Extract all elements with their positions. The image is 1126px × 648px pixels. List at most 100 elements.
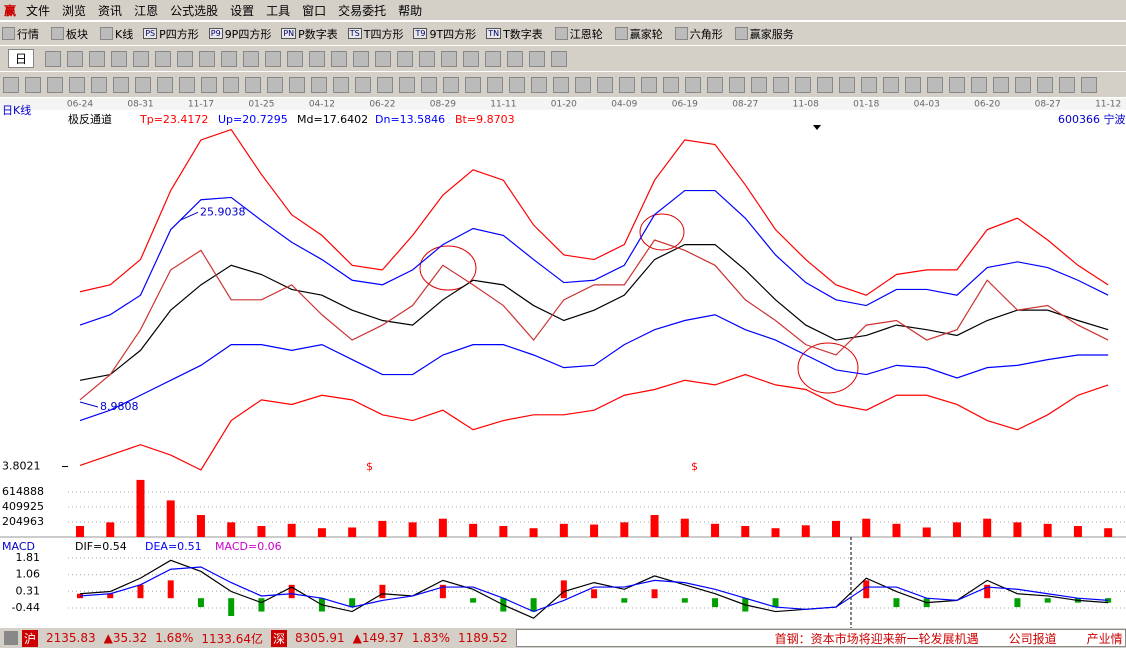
tool-icon[interactable] [507,50,524,67]
menu-item[interactable]: 文件 [26,3,51,18]
tool-icon[interactable] [289,76,305,93]
toolbar-button[interactable]: T9 9T四方形 [413,26,476,42]
menu-item[interactable]: 浏览 [62,3,87,18]
tool-icon[interactable] [619,76,635,93]
menu-item[interactable]: 设置 [230,3,255,18]
tool-icon[interactable] [67,50,84,67]
tool-icon[interactable] [421,76,437,93]
tool-icon[interactable] [465,76,481,93]
tool-icon[interactable] [245,76,261,93]
tool-icon[interactable] [45,50,62,67]
toolbar-button[interactable]: 六角形 [673,26,723,42]
tool-icon[interactable] [25,76,41,93]
tool-icon[interactable] [839,76,855,93]
tool-icon[interactable] [729,76,745,93]
tool-icon[interactable] [443,76,459,93]
tool-icon[interactable] [243,50,260,67]
tool-icon[interactable] [157,76,173,93]
tool-icon[interactable] [419,50,436,67]
menu-item[interactable]: 窗口 [302,3,327,18]
tool-icon[interactable] [355,76,371,93]
tool-icon[interactable] [485,50,502,67]
toolbar-button[interactable]: 赢家服务 [733,26,794,42]
tool-icon[interactable] [509,76,525,93]
tool-icon[interactable] [91,76,107,93]
tool-icon[interactable] [155,50,172,67]
tool-icon[interactable] [861,76,877,93]
tool-icon[interactable] [575,76,591,93]
tool-icon[interactable] [221,50,238,67]
tool-icon[interactable] [375,50,392,67]
toolbar-button[interactable]: 江恩轮 [553,26,603,42]
tool-icon[interactable] [377,76,393,93]
menu-item[interactable]: 交易委托 [338,3,387,18]
toolbar-button[interactable]: P9 9P四方形 [208,26,271,42]
dropdown-arrow[interactable] [813,125,821,130]
tool-icon[interactable] [993,76,1009,93]
tool-icon[interactable] [1015,76,1031,93]
tool-icon[interactable] [201,76,217,93]
tool-icon[interactable] [685,76,701,93]
toolbar-button[interactable]: K线 [98,26,133,42]
tool-icon[interactable] [1037,76,1053,93]
tool-icon[interactable] [971,76,987,93]
menu-item[interactable]: 帮助 [398,3,423,18]
tool-icon[interactable] [69,76,85,93]
tool-icon[interactable] [927,76,943,93]
toolbar-button[interactable]: PN P数字表 [281,26,338,42]
tool-icon[interactable] [463,50,480,67]
tool-icon[interactable] [773,76,789,93]
tool-icon[interactable] [751,76,767,93]
menu-item[interactable]: 工具 [266,3,291,18]
tool-icon[interactable] [795,76,811,93]
tool-icon[interactable] [441,50,458,67]
menu-item[interactable]: 江恩 [134,3,159,18]
tool-icon[interactable] [905,76,921,93]
tool-icon[interactable] [267,76,283,93]
tool-icon[interactable] [1059,76,1075,93]
tool-icon[interactable] [47,76,63,93]
toolbar-button[interactable]: TS T四方形 [347,26,403,42]
tool-icon[interactable] [531,76,547,93]
toolbar-button[interactable]: 行情 [0,26,39,42]
tool-icon[interactable] [551,50,568,67]
app-icon[interactable]: 赢 [4,3,17,18]
tool-icon[interactable] [397,50,414,67]
tool-icon[interactable] [113,76,129,93]
tool-icon[interactable] [135,76,151,93]
period-select[interactable]: 日 [8,49,35,68]
tool-icon[interactable] [111,50,128,67]
tool-icon[interactable] [817,76,833,93]
tool-icon[interactable] [89,50,106,67]
tool-icon[interactable] [949,76,965,93]
tool-icon[interactable] [179,76,195,93]
tool-icon[interactable] [883,76,899,93]
tool-icon[interactable] [309,50,326,67]
menu-item[interactable]: 资讯 [98,3,123,18]
tool-icon[interactable] [133,50,150,67]
menu-item[interactable]: 公式选股 [170,3,219,18]
tool-icon[interactable] [641,76,657,93]
tool-icon[interactable] [331,50,348,67]
tool-icon[interactable] [553,76,569,93]
tool-icon[interactable] [265,50,282,67]
tool-icon[interactable] [399,76,415,93]
tool-icon[interactable] [333,76,349,93]
toolbar-button[interactable]: 赢家轮 [613,26,663,42]
tool-icon[interactable] [707,76,723,93]
tool-icon[interactable] [177,50,194,67]
news-item[interactable]: 公司报道 [1008,631,1057,646]
tool-icon[interactable] [311,76,327,93]
tool-icon[interactable] [663,76,679,93]
toolbar-button[interactable]: PS P四方形 [143,26,199,42]
tool-icon[interactable] [529,50,546,67]
tool-icon[interactable] [287,50,304,67]
toolbar-button[interactable]: 板块 [49,26,88,42]
tool-icon[interactable] [487,76,503,93]
tool-icon[interactable] [199,50,216,67]
tool-icon[interactable] [3,76,19,93]
news-item[interactable]: 产业情 [1086,631,1123,646]
tool-icon[interactable] [1081,76,1097,93]
toolbar-button[interactable]: TN T数字表 [486,26,543,42]
news-item[interactable]: 首钢：资本市场将迎来新一轮发展机遇 [774,631,979,646]
